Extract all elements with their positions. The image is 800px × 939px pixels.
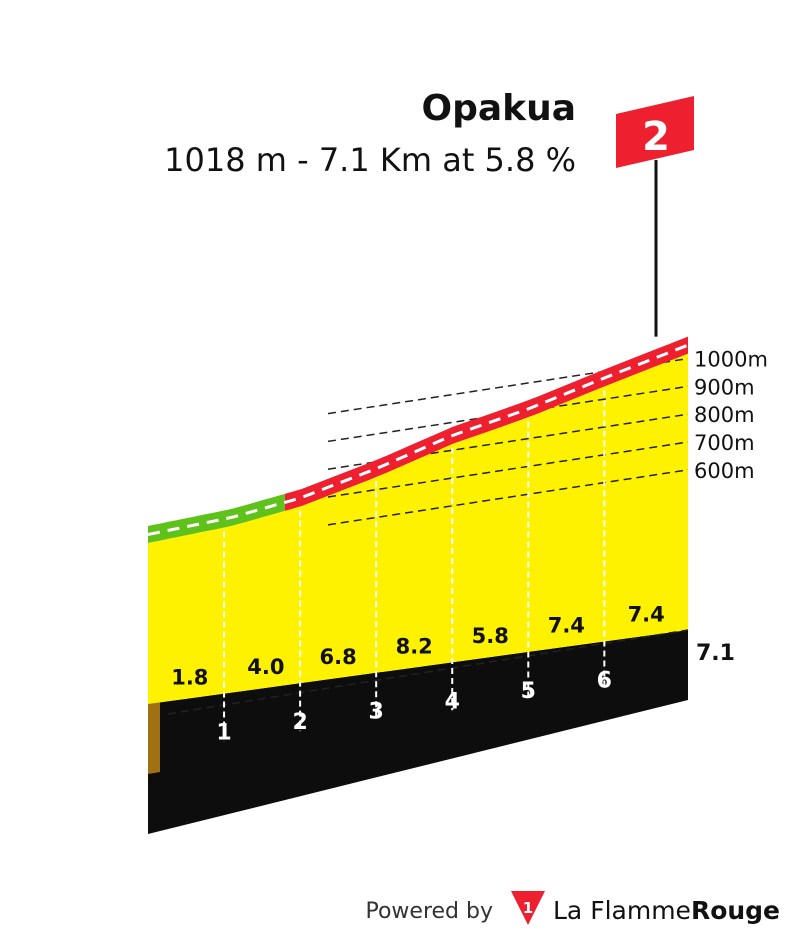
x-tick-label-3: 3 — [369, 700, 384, 725]
y-tick-label-800m: 800m — [694, 403, 755, 427]
segment-gradient-7: 7.4 — [628, 603, 665, 627]
segment-gradient-5: 5.8 — [472, 624, 509, 648]
x-tick-label-5: 5 — [521, 679, 536, 704]
segment-gradient-3: 6.8 — [320, 645, 357, 669]
brand-name-light: La Flamme — [553, 896, 691, 925]
elevation-area — [148, 353, 688, 704]
y-tick-label-900m: 900m — [694, 375, 755, 399]
profile-centre-dash — [147, 343, 689, 536]
x-tick-label-6: 6 — [597, 668, 612, 693]
category-flag-layer: 2 — [616, 96, 694, 337]
chart-title: Opakua — [421, 88, 576, 129]
difficulty-band-2 — [284, 336, 688, 511]
x-tick-label-4: 4 — [445, 689, 460, 714]
difficulty-band-1 — [148, 493, 285, 543]
segment-gradient-4: 8.2 — [396, 635, 433, 659]
segment-gradient-6: 7.4 — [548, 614, 585, 638]
footer-branding[interactable]: Powered by 1 La FlammeRouge — [365, 891, 780, 925]
base-dash-line — [167, 629, 689, 715]
gridline-600m — [327, 469, 689, 526]
gridline-700m — [327, 441, 689, 498]
category-flag — [616, 96, 694, 168]
logo-digit: 1 — [523, 899, 533, 917]
segment-gradient-1: 1.8 — [171, 665, 208, 689]
base-slab — [148, 630, 688, 834]
difficulty-band-layer — [147, 336, 689, 543]
brand-name-bold: Rouge — [691, 896, 780, 925]
chart-subtitle: 1018 m - 7.1 Km at 5.8 % — [164, 141, 576, 179]
profile-solid-layer — [148, 353, 688, 834]
y-tick-label-600m: 600m — [694, 459, 755, 483]
x-tick-label-2: 2 — [292, 710, 307, 735]
label-layer: 600m 700m 800m 900m 1000m 7.1 1.8 4.0 6.8 8.2 5.8 7… — [171, 348, 768, 746]
gridline-800m — [327, 413, 689, 470]
brand-name: La FlammeRouge — [553, 896, 780, 925]
segment-gradient-2: 4.0 — [247, 655, 284, 679]
y-tick-label-1000m: 1000m — [694, 348, 768, 372]
total-distance-label: 7.1 — [696, 641, 735, 666]
x-tick-label-1: 1 — [216, 721, 231, 746]
powered-by-text: Powered by — [365, 899, 493, 924]
category-flag-number: 2 — [642, 114, 670, 160]
la-flamme-rouge-logo-icon: 1 — [511, 891, 545, 925]
y-tick-label-700m: 700m — [694, 431, 755, 455]
